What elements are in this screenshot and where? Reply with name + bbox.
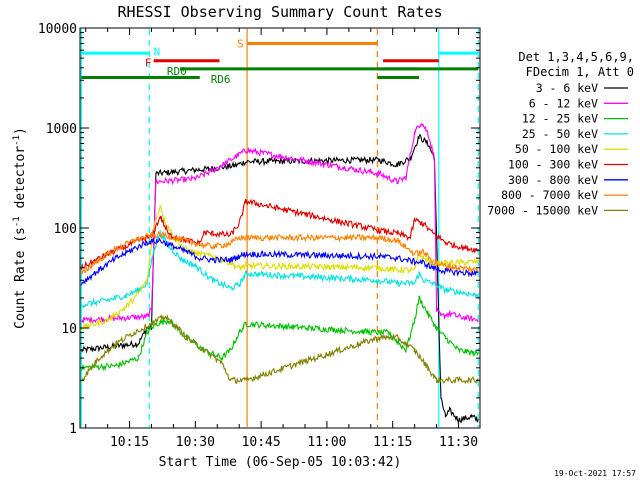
- series-line: [80, 198, 479, 270]
- state-label: RD0: [167, 65, 187, 78]
- series-line: [80, 230, 479, 275]
- x-tick-label: 11:30: [439, 435, 478, 450]
- y-axis-label-sup2: -1: [12, 135, 22, 146]
- y-tick-label: 10000: [38, 22, 77, 37]
- legend-entry-label: 100 - 300 keV: [508, 158, 598, 172]
- series-line: [81, 313, 479, 385]
- x-axis-label: Start Time (06-Sep-05 10:03:42): [159, 455, 402, 470]
- y-axis-label-mid: detector: [13, 146, 28, 217]
- x-axis: 10:15 10:30 10:45 11:00 11:15 11:30: [85, 28, 478, 450]
- vertical-markers: [80, 29, 479, 427]
- x-tick-label: 11:00: [307, 435, 346, 450]
- legend-entry-label: 3 - 6 keV: [536, 81, 598, 95]
- legend-entry-label: 50 - 100 keV: [515, 142, 598, 156]
- state-label: S: [237, 37, 244, 50]
- x-tick-label: 10:15: [110, 435, 149, 450]
- state-bars: NF S RD0 RD6: [81, 37, 479, 86]
- series-line: [80, 204, 479, 331]
- series-line: [80, 133, 479, 424]
- y-tick-label: 1: [69, 422, 77, 437]
- legend-entry-label: 300 - 800 keV: [508, 173, 598, 187]
- y-tick-label: 1000: [46, 122, 77, 137]
- y-axis: 1 10 100 1000 10000: [38, 22, 480, 437]
- legend-entry-label: 25 - 50 keV: [522, 127, 598, 141]
- plot-frame: [79, 27, 481, 429]
- legend: Det 1,3,4,5,6,9, FDecim 1, Att 0 3 - 6 k…: [487, 50, 634, 217]
- x-tick-label: 11:15: [373, 435, 412, 450]
- series-line: [80, 236, 479, 286]
- x-tick-label: 10:30: [176, 435, 215, 450]
- legend-entry-label: 7000 - 15000 keV: [487, 203, 598, 217]
- data-series: [80, 122, 479, 424]
- series-line: [80, 230, 479, 309]
- state-label: N: [154, 46, 161, 59]
- y-axis-label-main: Count Rate (s: [13, 227, 28, 329]
- plot-area: NF S RD0 RD6 10:15 10:30 10:45 11:00 11:15 11:30…: [38, 22, 481, 450]
- state-label: RD6: [211, 73, 231, 86]
- generation-timestamp: 19-Oct-2021 17:57: [554, 469, 636, 478]
- y-tick-label: 10: [61, 322, 77, 337]
- legend-entry-label: 12 - 25 keV: [522, 112, 598, 126]
- state-label: F: [145, 57, 152, 70]
- series-line: [80, 122, 479, 324]
- y-axis-label-end: ): [13, 127, 28, 135]
- chart-title: RHESSI Observing Summary Count Rates: [117, 3, 442, 21]
- y-tick-label: 100: [54, 222, 77, 237]
- x-tick-label: 10:45: [242, 435, 281, 450]
- legend-header-line2: FDecim 1, Att 0: [526, 65, 634, 79]
- series-line: [80, 295, 479, 372]
- legend-entry-label: 6 - 12 keV: [529, 96, 598, 110]
- legend-entry-label: 800 - 7000 keV: [501, 188, 598, 202]
- y-axis-label-sup1: -1: [12, 216, 22, 227]
- y-axis-label: Count Rate (s-1 detector-1): [12, 127, 28, 329]
- legend-header-line1: Det 1,3,4,5,6,9,: [518, 50, 634, 64]
